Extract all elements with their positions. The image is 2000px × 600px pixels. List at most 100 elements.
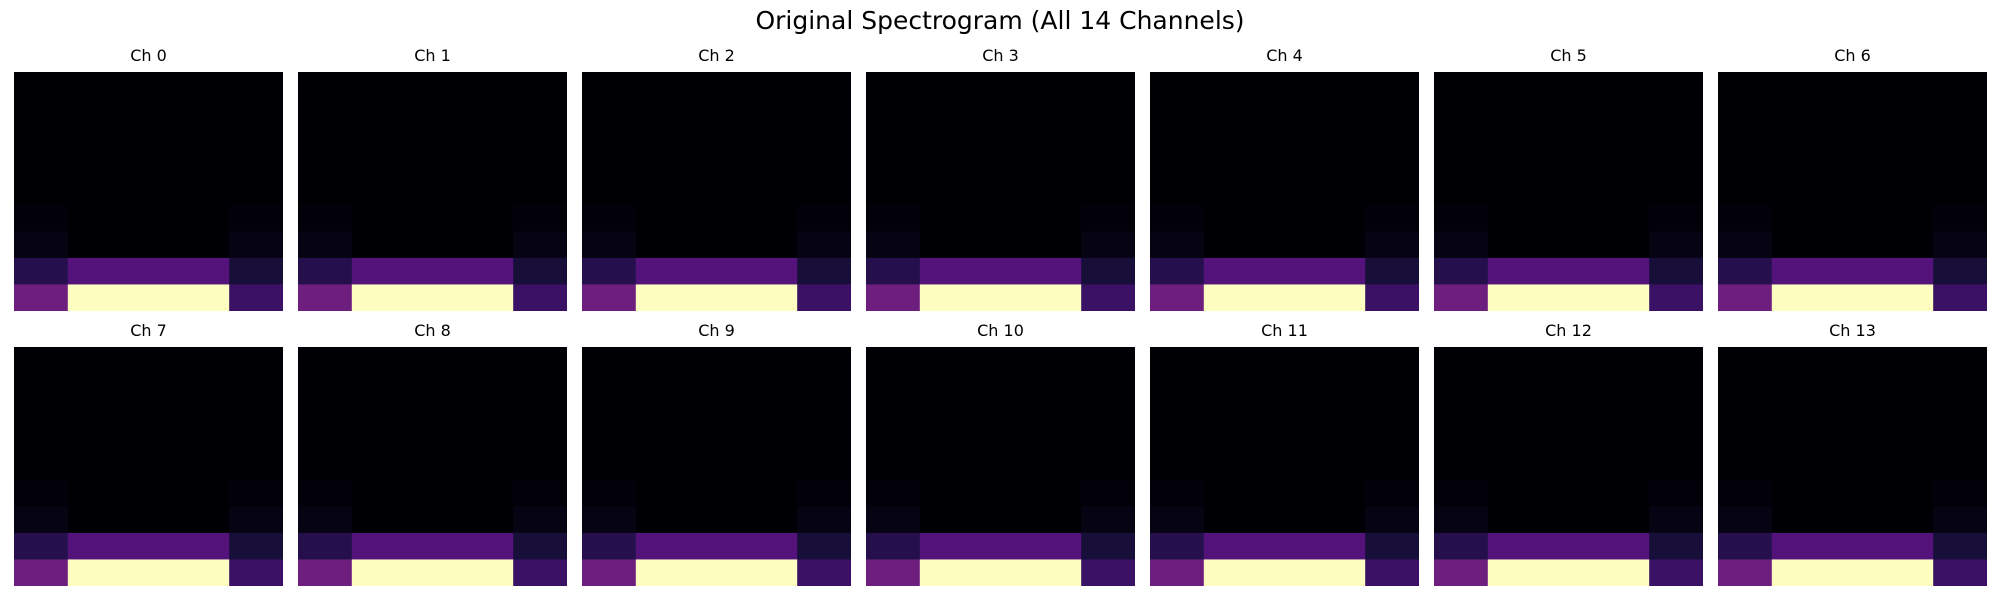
cell-ch1-r0-g1 [351,72,514,100]
cell-ch13-r4-g2 [1933,453,1987,481]
cell-ch4-r6-g2 [1365,231,1419,259]
cell-ch6-r1-g0 [1718,98,1773,126]
cell-ch10-r4-g0 [866,453,921,481]
cell-ch2-r6-g1 [635,231,798,259]
cell-ch3-r7-g0 [866,257,921,286]
heatmap-ch-12 [1434,347,1703,586]
cell-ch4-r7-g1 [1203,257,1366,286]
cell-ch7-r0-g1 [67,347,230,375]
cell-ch10-r3-g0 [866,426,921,454]
cell-ch3-r8-g1 [919,284,1082,311]
cell-ch12-r1-g0 [1434,373,1489,401]
cell-ch9-r0-g0 [582,347,637,375]
cell-ch11-r3-g2 [1365,426,1419,454]
cell-ch10-r6-g1 [919,506,1082,534]
cell-ch12-r4-g0 [1434,453,1489,481]
cell-ch2-r5-g0 [582,204,637,232]
cell-ch1-r6-g1 [351,231,514,259]
cell-ch6-r5-g2 [1933,204,1987,232]
panel-title-ch-8: Ch 8 [414,321,451,340]
cell-ch9-r5-g1 [635,479,798,507]
cell-ch5-r3-g1 [1487,151,1650,179]
cell-ch7-r8-g2 [229,559,283,586]
cell-ch9-r1-g2 [797,373,851,401]
cell-ch11-r8-g2 [1365,559,1419,586]
cell-ch12-r6-g1 [1487,506,1650,534]
cell-ch13-r0-g2 [1933,347,1987,375]
cell-ch1-r8-g1 [351,284,514,311]
cell-ch5-r8-g0 [1434,284,1489,311]
cell-ch0-r6-g0 [14,231,69,259]
cell-ch9-r3-g1 [635,426,798,454]
cell-ch12-r1-g2 [1649,373,1703,401]
cell-ch3-r2-g0 [866,125,921,153]
cell-ch10-r6-g2 [1081,506,1135,534]
cell-ch8-r4-g1 [351,453,514,481]
cell-ch10-r1-g1 [919,373,1082,401]
cell-ch12-r8-g1 [1487,559,1650,586]
cell-ch11-r7-g0 [1150,532,1205,561]
cell-ch3-r0-g1 [919,72,1082,100]
cell-ch6-r3-g1 [1771,151,1934,179]
cell-ch5-r3-g0 [1434,151,1489,179]
cell-ch6-r4-g2 [1933,178,1987,206]
cell-ch6-r1-g2 [1933,98,1987,126]
cell-ch5-r0-g0 [1434,72,1489,100]
cell-ch7-r4-g2 [229,453,283,481]
cell-ch12-r7-g2 [1649,532,1703,561]
cell-ch8-r5-g0 [298,479,353,507]
cell-ch1-r7-g0 [298,257,353,286]
cell-ch7-r0-g2 [229,347,283,375]
cell-ch4-r4-g2 [1365,178,1419,206]
cell-ch5-r1-g1 [1487,98,1650,126]
cell-ch0-r0-g2 [229,72,283,100]
cell-ch6-r6-g2 [1933,231,1987,259]
cell-ch9-r1-g1 [635,373,798,401]
panel-title-ch-10: Ch 10 [977,321,1024,340]
cell-ch3-r5-g1 [919,204,1082,232]
cell-ch11-r6-g0 [1150,506,1205,534]
cell-ch12-r6-g0 [1434,506,1489,534]
cell-ch13-r6-g0 [1718,506,1773,534]
cell-ch9-r7-g1 [635,532,798,561]
cell-ch7-r4-g1 [67,453,230,481]
cell-ch6-r6-g1 [1771,231,1934,259]
cell-ch10-r3-g1 [919,426,1082,454]
cell-ch9-r8-g1 [635,559,798,586]
cell-ch0-r5-g1 [67,204,230,232]
cell-ch7-r0-g0 [14,347,69,375]
cell-ch13-r0-g0 [1718,347,1773,375]
cell-ch3-r2-g2 [1081,125,1135,153]
cell-ch13-r8-g0 [1718,559,1773,586]
cell-ch8-r7-g2 [513,532,567,561]
cell-ch7-r7-g1 [67,532,230,561]
cell-ch13-r3-g0 [1718,426,1773,454]
cell-ch1-r3-g2 [513,151,567,179]
cell-ch11-r2-g1 [1203,400,1366,428]
cell-ch9-r2-g0 [582,400,637,428]
cell-ch13-r8-g2 [1933,559,1987,586]
cell-ch13-r2-g1 [1771,400,1934,428]
cell-ch13-r4-g0 [1718,453,1773,481]
cell-ch11-r5-g0 [1150,479,1205,507]
cell-ch5-r4-g2 [1649,178,1703,206]
cell-ch3-r6-g1 [919,231,1082,259]
cell-ch7-r5-g2 [229,479,283,507]
cell-ch1-r2-g0 [298,125,353,153]
cell-ch1-r7-g1 [351,257,514,286]
cell-ch10-r5-g0 [866,479,921,507]
cell-ch6-r2-g0 [1718,125,1773,153]
cell-ch6-r7-g1 [1771,257,1934,286]
cell-ch2-r3-g0 [582,151,637,179]
cell-ch13-r6-g1 [1771,506,1934,534]
cell-ch4-r8-g1 [1203,284,1366,311]
cell-ch3-r5-g2 [1081,204,1135,232]
panel-title-ch-3: Ch 3 [982,46,1019,65]
cell-ch12-r0-g1 [1487,347,1650,375]
cell-ch8-r5-g2 [513,479,567,507]
cell-ch8-r2-g2 [513,400,567,428]
cell-ch9-r4-g2 [797,453,851,481]
cell-ch9-r3-g0 [582,426,637,454]
cell-ch6-r8-g0 [1718,284,1773,311]
cell-ch12-r5-g1 [1487,479,1650,507]
